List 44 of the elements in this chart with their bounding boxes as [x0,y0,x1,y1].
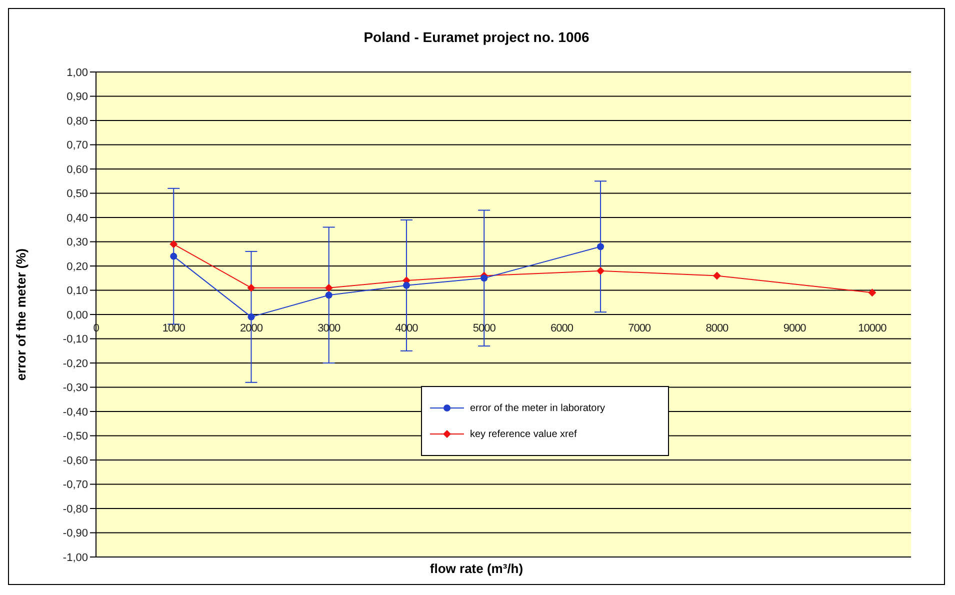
x-tick-label: 9000 [783,322,806,334]
y-tick-label: 0,90 [66,91,88,104]
point [597,243,604,250]
y-tick-label: 0,50 [66,188,88,200]
point [325,292,332,299]
point [480,274,488,282]
x-tick-label: 7000 [628,322,651,334]
point [170,240,178,248]
point [402,282,410,289]
y-tick-label: -0,60 [62,454,88,467]
y-tick-label: -0,40 [62,406,88,418]
legend-label: key reference value xref [470,428,577,440]
y-tick-label: -0,20 [62,358,88,370]
y-tick-label: 0,40 [66,212,88,224]
y-tick-label: 0,10 [66,285,88,298]
y-tick-label: 0,30 [66,236,88,249]
y-tick-label: -0,50 [62,430,88,443]
point [712,272,721,280]
y-tick-label: -0,10 [62,334,88,346]
y-tick-label: 0,70 [66,140,88,152]
point [170,252,178,260]
x-tick-label: 10000 [858,322,887,334]
x-axis-title: flow rate (m³/h) [430,561,524,576]
y-tick-label: -0,90 [62,528,88,540]
y-tick-label: -0,70 [62,479,88,492]
x-tick-label: 6000 [550,322,574,334]
point [868,288,876,297]
y-tick-label: -0,30 [62,382,88,394]
y-tick-label: 0,20 [66,260,88,273]
y-tick-label: -0,80 [62,503,88,516]
chart-title: Poland - Euramet project no. 1006 [362,29,590,45]
y-tick-label: 0,80 [66,115,88,128]
y-tick-label: 0,60 [66,164,88,176]
y-tick-label: 0,00 [66,309,88,322]
point [248,313,255,320]
x-tick-label: 1000 [162,322,186,334]
point [596,266,605,275]
legend-label: error of the meter in laboratory [470,402,606,414]
y-tick-label: 1,00 [66,66,88,79]
x-tick-label: 8000 [706,322,729,334]
point [324,284,333,292]
y-tick-label: -1,00 [62,552,88,564]
y-axis-title: error of the meter (%) [14,248,29,381]
point [247,284,256,292]
